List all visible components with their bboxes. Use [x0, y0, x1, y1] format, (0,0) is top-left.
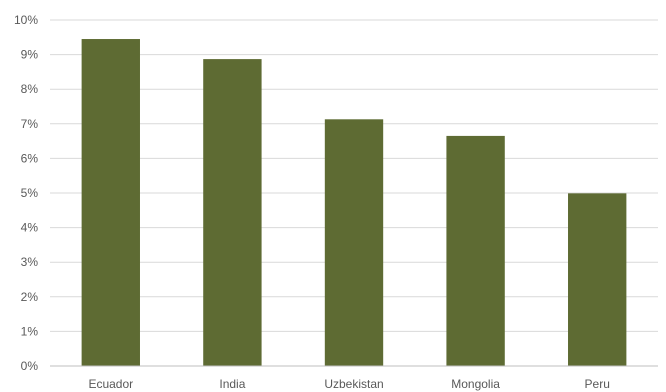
bar-india [203, 59, 262, 367]
x-tick-label: Mongolia [451, 377, 500, 391]
x-axis-tick-labels: Ecuador India Uzbekistan Mongolia Peru [88, 377, 609, 391]
y-tick-label: 9% [21, 48, 39, 62]
bar-ecuador [81, 39, 140, 366]
bar-mongolia [446, 135, 505, 366]
y-tick-label: 2% [21, 290, 39, 304]
y-tick-label: 6% [21, 151, 39, 165]
bar-peru [568, 193, 627, 366]
y-tick-label: 10% [14, 13, 38, 27]
y-tick-label: 7% [21, 117, 39, 131]
x-tick-label: Ecuador [88, 377, 133, 391]
x-tick-label: India [219, 377, 245, 391]
x-tick-label: Peru [585, 377, 610, 391]
y-tick-label: 8% [21, 82, 39, 96]
y-tick-label: 4% [21, 221, 39, 235]
y-axis-tick-labels: 0% 1% 2% 3% 4% 5% 6% 7% 8% 9% 10% [14, 13, 38, 373]
y-tick-label: 0% [21, 359, 39, 373]
y-tick-label: 1% [21, 324, 39, 338]
x-tick-label: Uzbekistan [324, 377, 383, 391]
y-tick-label: 3% [21, 255, 39, 269]
y-tick-label: 5% [21, 186, 39, 200]
bar-uzbekistan [324, 119, 384, 366]
bars [81, 39, 627, 367]
